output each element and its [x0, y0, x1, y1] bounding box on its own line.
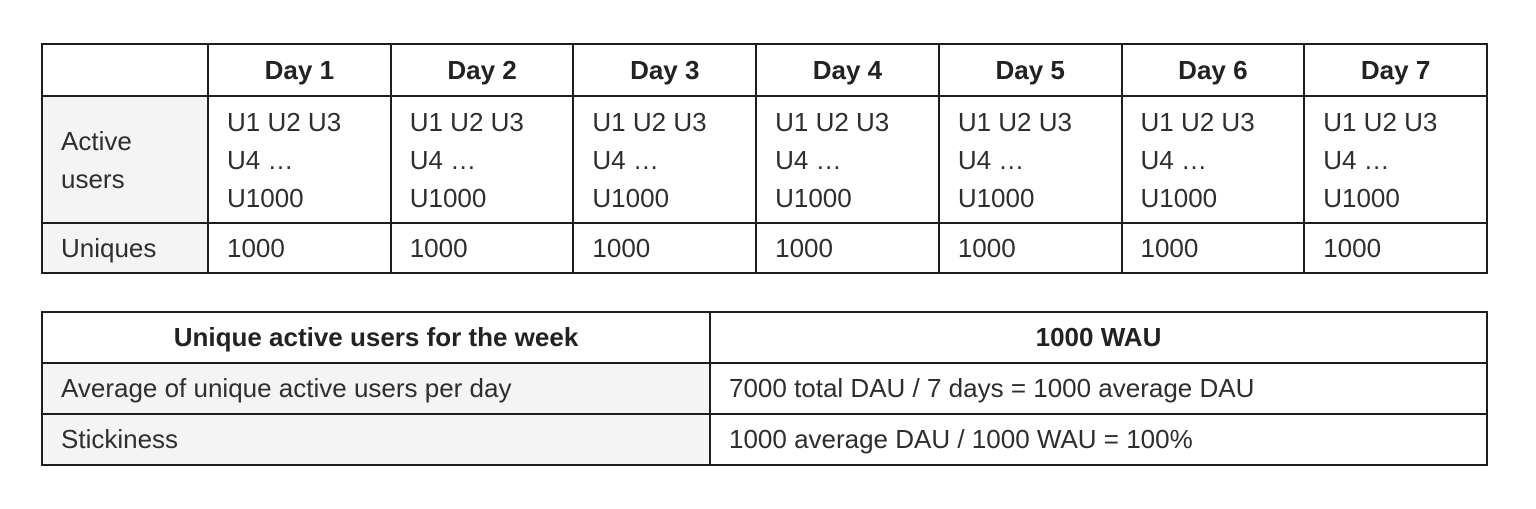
- user-line: U4 …: [1140, 144, 1207, 175]
- user-line: U4 …: [775, 144, 842, 175]
- user-line: U1000: [227, 182, 304, 213]
- users-cell: U1 U2 U3 U4 … U1000: [207, 95, 392, 224]
- daily-table: Day 1 Day 2 Day 3 Day 4 Day 5 Day 6 Day 7 Activ…: [41, 43, 1488, 274]
- row-label: Active users: [61, 125, 132, 194]
- day-header: Day 2: [389, 43, 575, 97]
- day-header: Day 6: [1120, 43, 1306, 97]
- user-line: U1 U2 U3: [1140, 106, 1255, 137]
- count-cell: 1000: [572, 222, 758, 274]
- day-header: Day 1: [207, 43, 392, 97]
- count-cell: 1000: [207, 222, 392, 274]
- count-cell: 1000: [389, 222, 575, 274]
- day-header: Day 5: [937, 43, 1123, 97]
- users-cell: U1 U2 U3 U4 … U1000: [755, 95, 940, 224]
- users-cell: U1 U2 U3 U4 … U1000: [937, 95, 1123, 224]
- user-line: U1 U2 U3: [409, 106, 524, 137]
- users-cell: U1 U2 U3 U4 … U1000: [572, 95, 758, 224]
- user-line: U1000: [1140, 182, 1218, 213]
- row-label: Average of unique active users per day: [41, 362, 711, 415]
- day-header: Day 3: [572, 43, 758, 97]
- row-value: 1000 average DAU / 1000 WAU = 100%: [709, 413, 1488, 466]
- count-cell: 1000: [1303, 222, 1488, 274]
- count-cell: 1000: [937, 222, 1123, 274]
- day-header: Day 4: [755, 43, 940, 97]
- day-header: Day 7: [1303, 43, 1488, 97]
- users-cell: U1 U2 U3 U4 … U1000: [1303, 95, 1488, 224]
- data-row: Average of unique active users per day 70…: [41, 362, 1488, 415]
- data-row: Stickiness 1000 average DAU / 1000 WAU = …: [41, 413, 1488, 466]
- header-cell: 1000 WAU: [709, 311, 1488, 364]
- user-line: U1 U2 U3: [592, 106, 707, 137]
- user-line: U4 …: [409, 144, 477, 175]
- data-row: Active users U1 U2 U3 U4 … U1000 U1 U2 U3 U4 …: [41, 95, 1488, 224]
- count-cell: 1000: [1120, 222, 1306, 274]
- user-line: U1 U2 U3: [227, 106, 342, 137]
- row-label-cell: Active users: [41, 95, 209, 224]
- row-value: 7000 total DAU / 7 days = 1000 average D…: [709, 362, 1488, 415]
- header-row: Unique active users for the week 1000 WAU: [41, 311, 1488, 364]
- user-line: U1 U2 U3: [775, 106, 890, 137]
- user-line: U4 …: [957, 144, 1025, 175]
- count-cell: 1000: [755, 222, 940, 274]
- user-line: U1000: [592, 182, 670, 213]
- weekly-table: Unique active users for the week 1000 WAU…: [41, 311, 1488, 466]
- header-row: Day 1 Day 2 Day 3 Day 4 Day 5 Day 6 Day 7: [41, 43, 1488, 97]
- row-label: Uniques: [61, 233, 157, 263]
- user-line: U1 U2 U3: [1323, 106, 1438, 137]
- row-label: Stickiness: [41, 413, 711, 466]
- data-row: Uniques 1000 1000 1000 1000 1000 1000 1000: [41, 222, 1488, 274]
- user-line: U4 …: [227, 144, 294, 175]
- user-line: U4 …: [592, 144, 659, 175]
- users-cell: U1 U2 U3 U4 … U1000: [1120, 95, 1306, 224]
- user-line: U1000: [1323, 182, 1400, 213]
- row-label-cell: Uniques: [41, 222, 209, 274]
- user-line: U1000: [775, 182, 852, 213]
- user-line: U4 …: [1323, 144, 1390, 175]
- header-cell: Unique active users for the week: [41, 311, 711, 364]
- user-line: U1000: [409, 182, 487, 213]
- user-line: U1 U2 U3: [957, 106, 1072, 137]
- user-line: U1000: [957, 182, 1035, 213]
- users-cell: U1 U2 U3 U4 … U1000: [389, 95, 575, 224]
- corner-cell: [41, 43, 209, 97]
